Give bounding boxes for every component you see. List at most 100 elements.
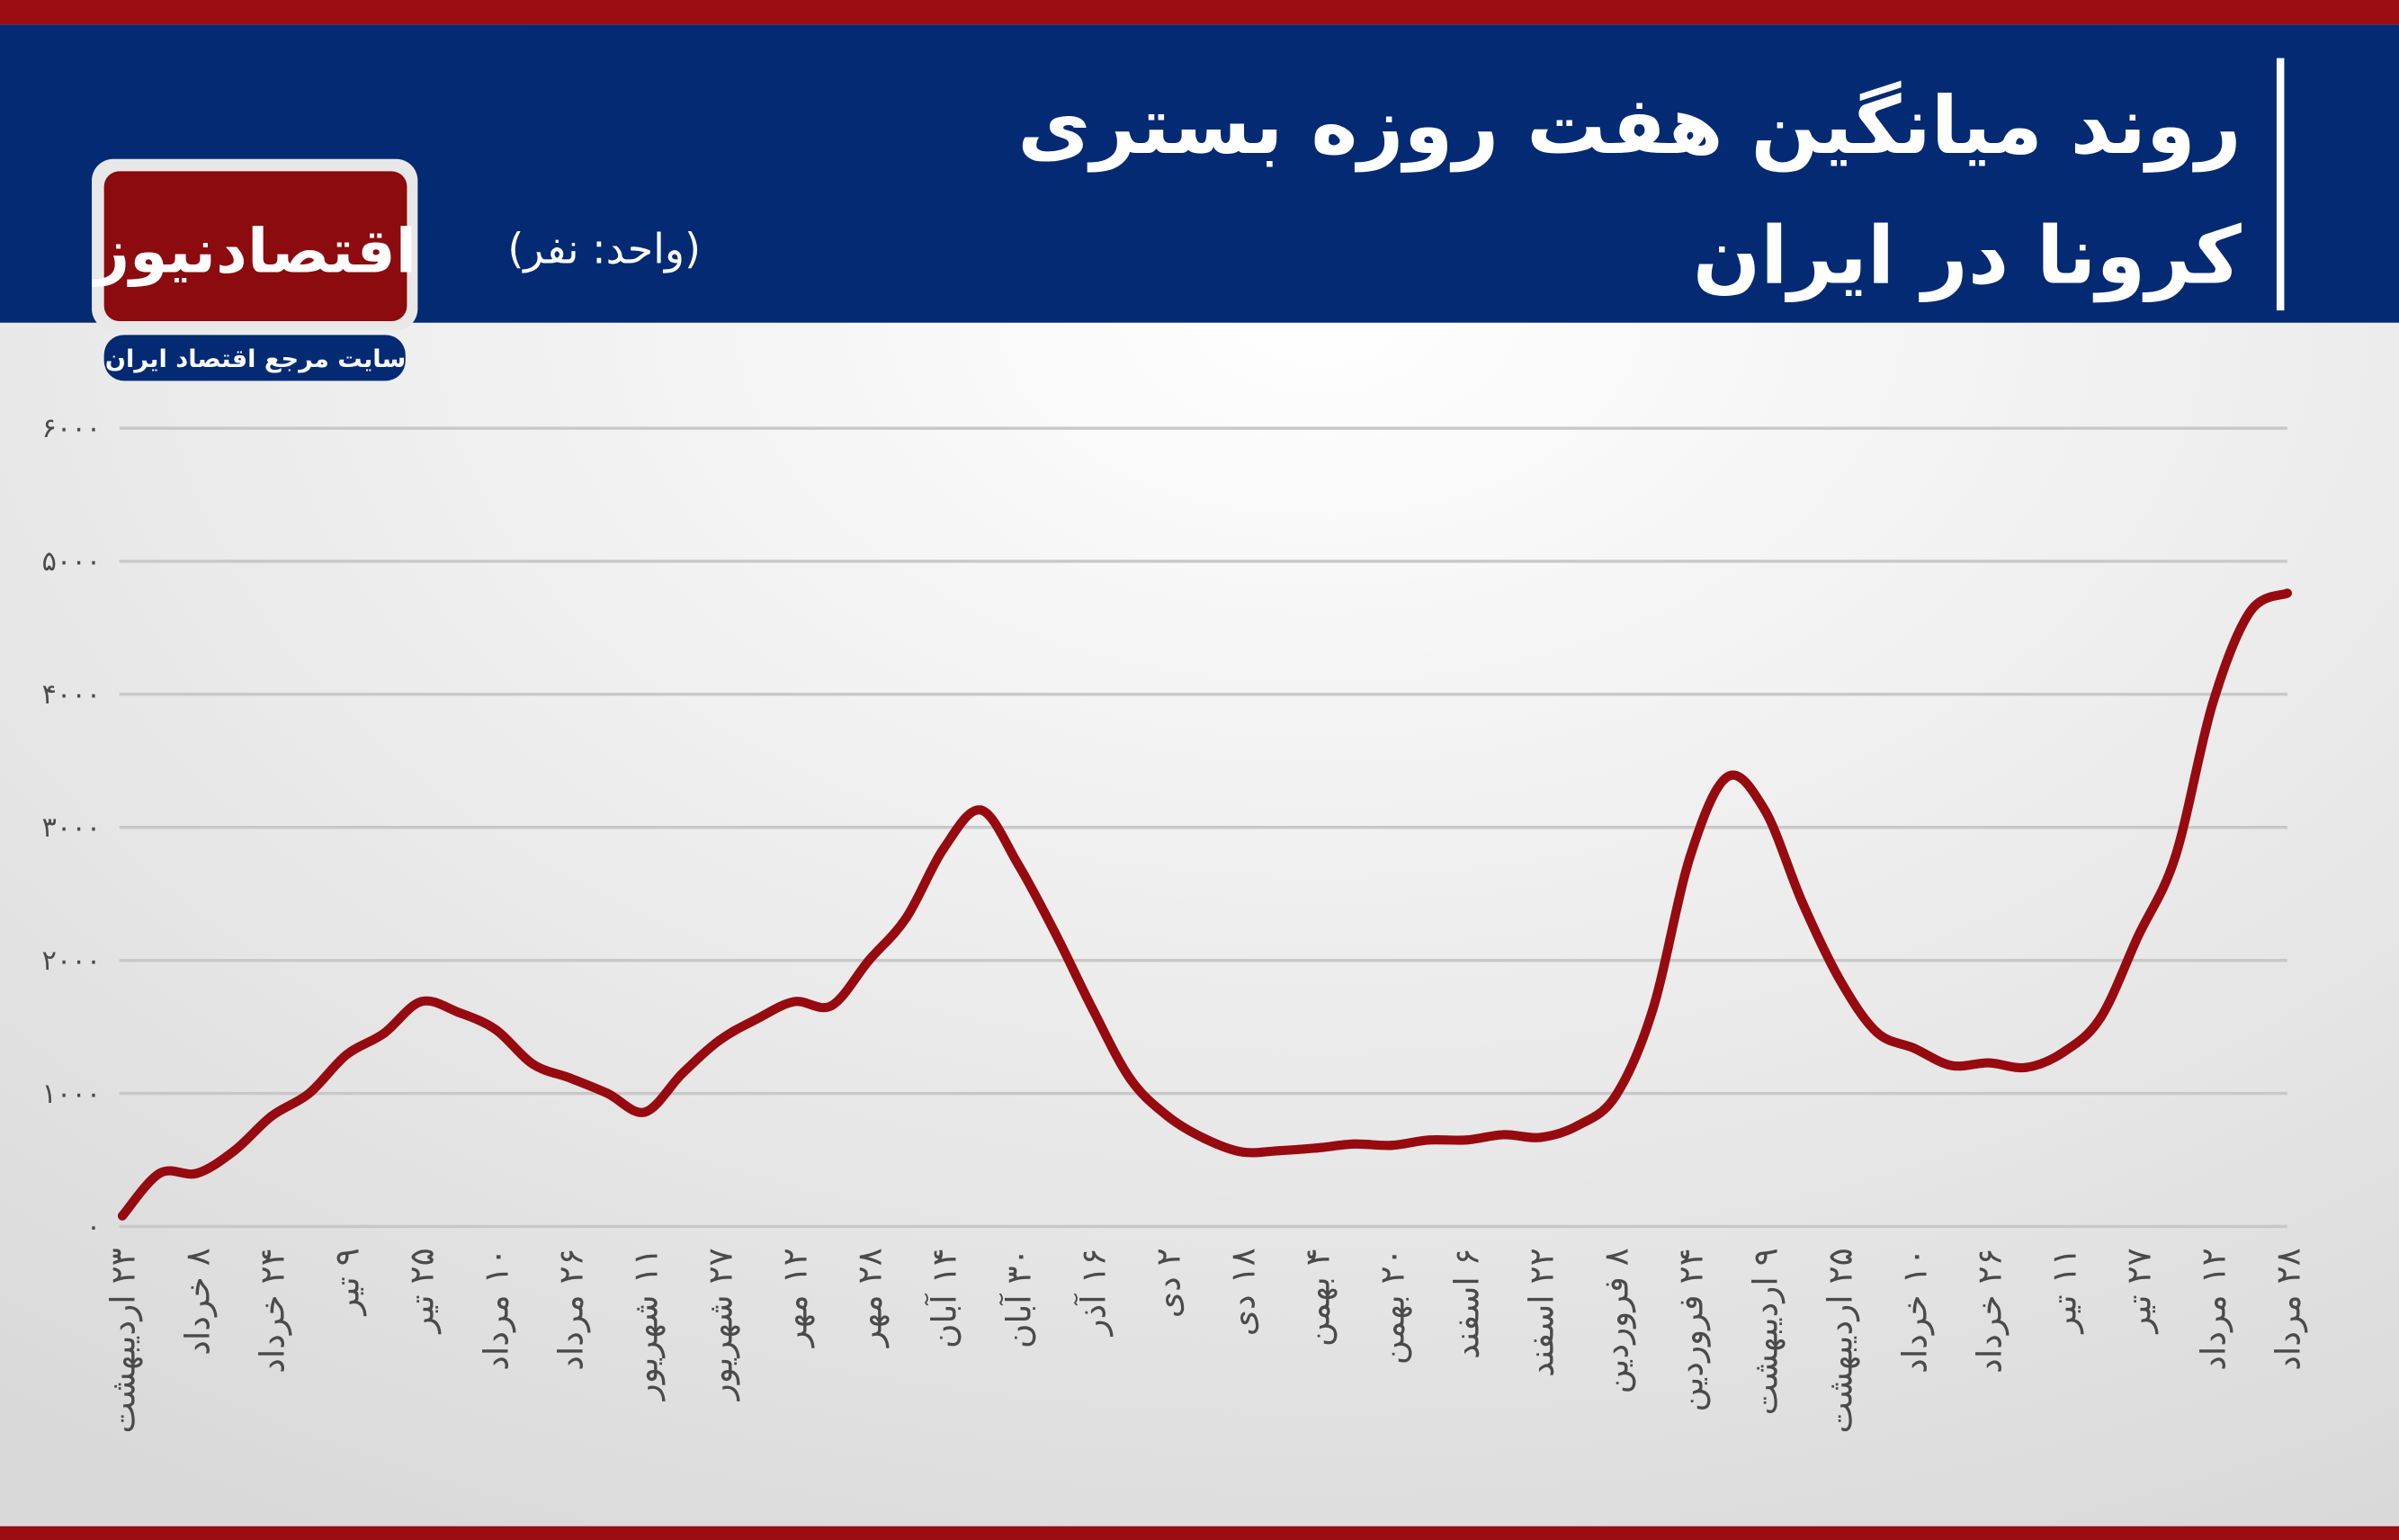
- data-point: [379, 1028, 389, 1039]
- data-point: [2207, 699, 2217, 709]
- data-point: [2245, 607, 2255, 617]
- x-tick-label: ۱۲ مهر: [775, 1248, 816, 1348]
- x-tick-label: ۲۸ مرداد: [2268, 1248, 2307, 1370]
- x-tick-label: ۶ اسفند: [1447, 1248, 1487, 1359]
- data-point: [416, 997, 426, 1007]
- data-point: [2058, 1047, 2068, 1057]
- data-point: [1200, 1133, 1210, 1143]
- x-tick-label: ۸ فروردین: [1597, 1248, 1637, 1393]
- data-point: [976, 805, 986, 815]
- data-point: [1797, 897, 1807, 907]
- data-point: [714, 1035, 725, 1045]
- y-tick-label: ۴۰۰۰: [42, 679, 102, 711]
- data-point: [1909, 1043, 1919, 1053]
- data-point: [1685, 852, 1696, 862]
- unit-label: (واحد: نفر): [507, 224, 701, 273]
- data-point: [1013, 860, 1024, 870]
- data-point: [1610, 1091, 1621, 1101]
- data-point: [1088, 1005, 1098, 1015]
- data-point: [1535, 1133, 1546, 1142]
- x-tick-label: ۱۴ آبان: [924, 1248, 964, 1348]
- y-axis: ۰ ۱۰۰۰ ۲۰۰۰ ۳۰۰۰ ۴۰۰۰ ۵۰۰۰ ۶۰۰۰: [42, 413, 102, 1242]
- x-tick-label: ۸ خرداد: [178, 1248, 218, 1355]
- data-point: [2021, 1062, 2031, 1072]
- x-tick-label: ۲۰ بهمن: [1373, 1248, 1413, 1365]
- data-point: [1125, 1074, 1135, 1084]
- x-tick-label: ۱۲ مرداد: [2193, 1248, 2233, 1370]
- data-point: [1648, 1005, 1658, 1015]
- data-point: [938, 844, 949, 854]
- data-point: [1834, 974, 1844, 984]
- title-divider: [2276, 58, 2285, 311]
- data-point: [1162, 1111, 1173, 1121]
- data-point: [640, 1107, 650, 1117]
- data-point: [1311, 1143, 1322, 1153]
- chart-title-line2: کرونا در ایران: [1693, 210, 2242, 303]
- data-point: [901, 913, 911, 923]
- data-point: [2282, 588, 2292, 598]
- gridlines: [119, 426, 2287, 1229]
- data-point: [453, 1007, 463, 1017]
- x-tick-label: ۲۶ مرداد: [551, 1248, 591, 1370]
- x-axis: ۲۳ اردیبهشت ۸ خرداد ۲۴ خرداد ۹ تیر ۲۵ تیر ۱۰ …: [103, 1248, 2308, 1433]
- x-tick-label: ۲ دی: [1149, 1248, 1188, 1318]
- data-point: [304, 1088, 314, 1098]
- y-tick-label: ۱۰۰۰: [42, 1079, 102, 1110]
- data-point: [565, 1073, 576, 1083]
- data-point: [266, 1111, 277, 1121]
- x-tick-label: ۲۸ مهر: [850, 1248, 891, 1348]
- top-red-stripe: [0, 0, 2399, 25]
- data-point: [1461, 1135, 1472, 1145]
- x-tick-label: ۱۰ خرداد: [1894, 1248, 1934, 1374]
- x-tick-label: ۲۷ شهریور: [701, 1248, 741, 1401]
- x-tick-label: ۲۳ اردیبهشت: [103, 1248, 144, 1433]
- logo-tagline: سایت مرجع اقتصاد ایران: [105, 345, 406, 373]
- data-point: [229, 1146, 239, 1156]
- data-point: [603, 1088, 613, 1098]
- data-point: [752, 1014, 762, 1024]
- x-tick-label: ۱۱ تیر: [2044, 1248, 2083, 1334]
- bottom-red-stripe: [0, 1526, 2399, 1540]
- x-tick-label: ۲۷ تیر: [2118, 1248, 2158, 1334]
- data-point: [1051, 928, 1061, 939]
- data-point: [1759, 805, 1769, 815]
- x-tick-label: ۲۶ خرداد: [1969, 1248, 2009, 1374]
- data-point: [1424, 1135, 1434, 1145]
- x-tick-label: ۱۸ دی: [1223, 1248, 1263, 1336]
- data-point: [1983, 1058, 1993, 1068]
- x-tick-label: ۲۴ فروردین: [1670, 1248, 1711, 1411]
- x-tick-label: ۲۴ خرداد: [253, 1248, 292, 1374]
- data-point: [1275, 1146, 1285, 1156]
- data-point: [1872, 1027, 1882, 1037]
- x-tick-label: ۳۰ آبان: [998, 1248, 1039, 1348]
- x-tick-label: ۱۱ شهریور: [626, 1248, 667, 1401]
- x-tick-label: ۱۰ مرداد: [477, 1248, 516, 1370]
- data-point: [827, 1000, 837, 1011]
- y-tick-label: ۶۰۰۰: [42, 413, 102, 444]
- data-point: [1723, 772, 1732, 782]
- data-point: [1499, 1130, 1508, 1140]
- y-tick-label: ۰: [86, 1212, 101, 1243]
- data-point: [2171, 852, 2180, 862]
- logo-text: اقتصادنیوز: [92, 217, 416, 288]
- data-point: [1237, 1147, 1248, 1157]
- data-point: [1386, 1141, 1397, 1151]
- data-point: [2133, 931, 2143, 942]
- data-point: [1349, 1139, 1359, 1149]
- y-tick-label: ۲۰۰۰: [42, 945, 102, 977]
- chart-title-line1: روند میانگین هفت روزه بستری: [1017, 79, 2242, 173]
- y-tick-label: ۳۰۰۰: [42, 812, 102, 844]
- y-tick-label: ۵۰۰۰: [42, 546, 102, 578]
- data-point: [864, 955, 874, 965]
- data-point: [1947, 1061, 1956, 1070]
- data-point: [117, 1211, 128, 1221]
- data-point: [192, 1168, 202, 1178]
- data-point: [1573, 1120, 1583, 1131]
- data-point: [155, 1168, 165, 1178]
- x-tick-label: ۱۶ آذر: [1073, 1248, 1114, 1337]
- data-point: [528, 1059, 538, 1070]
- x-tick-label: ۲۵ تیر: [402, 1248, 442, 1334]
- data-point: [677, 1069, 687, 1079]
- data-point: [341, 1050, 352, 1060]
- series-group: [117, 588, 2292, 1221]
